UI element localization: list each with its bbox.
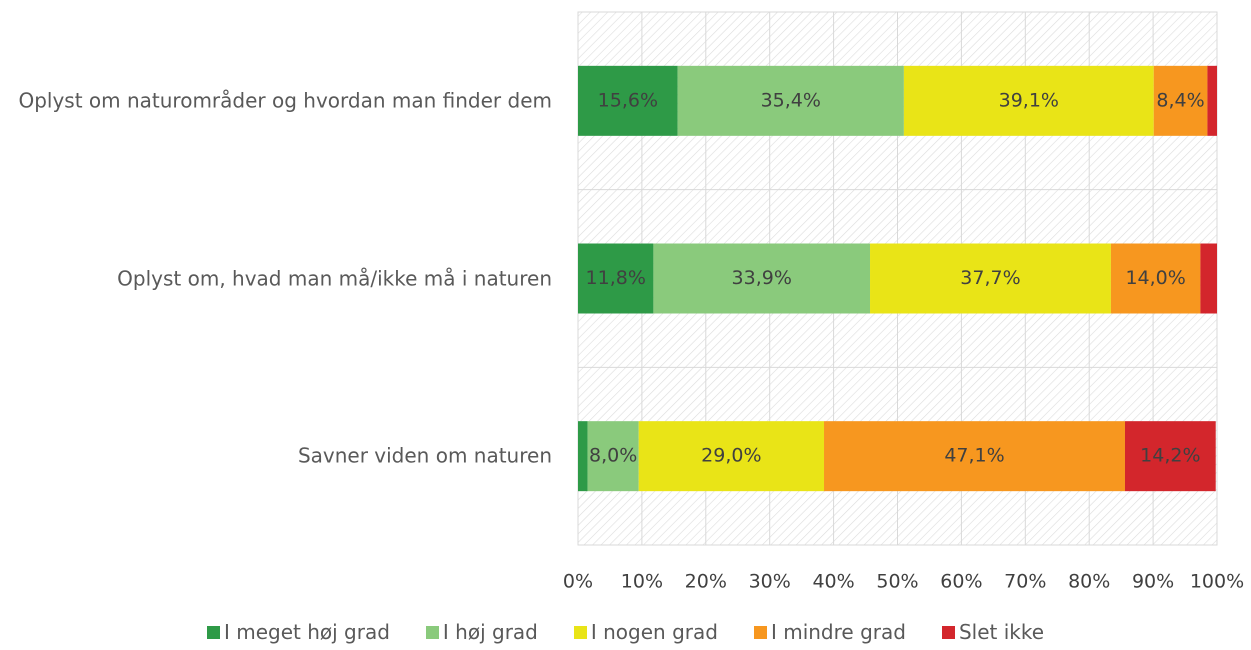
bar-segment bbox=[638, 421, 825, 492]
bar-segment bbox=[1207, 65, 1217, 136]
legend-label: I høj grad bbox=[442, 620, 538, 644]
bar-segment bbox=[578, 421, 588, 492]
legend-swatch bbox=[425, 625, 439, 639]
bar-segment bbox=[1124, 421, 1216, 492]
category-label: Oplyst om, hvad man må/ikke må i naturen bbox=[117, 266, 552, 290]
x-tick-label: 90% bbox=[1132, 571, 1174, 593]
legend-item: Slet ikke bbox=[941, 620, 1045, 644]
bar-segment bbox=[578, 243, 654, 314]
data-label: 29,0% bbox=[701, 445, 761, 467]
legend: I meget høj grad I høj grad I nogen grad I … bbox=[0, 620, 1251, 644]
bar-segment bbox=[587, 421, 639, 492]
category-label: Savner viden om naturen bbox=[297, 443, 552, 468]
data-label: 14,0% bbox=[1125, 267, 1185, 289]
x-tick-label: 60% bbox=[940, 571, 982, 593]
data-label: 14,2% bbox=[1140, 445, 1200, 467]
bar-segment bbox=[1110, 243, 1201, 314]
legend-label: I mindre grad bbox=[770, 620, 906, 644]
data-label: 39,1% bbox=[999, 89, 1059, 111]
data-label: 35,4% bbox=[761, 89, 821, 111]
data-label: 37,7% bbox=[960, 267, 1020, 289]
x-tick-label: 100% bbox=[1190, 571, 1244, 593]
bar-segment bbox=[653, 243, 871, 314]
x-tick-label: 70% bbox=[1004, 571, 1046, 593]
category-label: Oplyst om naturområder og hvordan man fi… bbox=[18, 88, 552, 113]
legend-item: I høj grad bbox=[425, 620, 538, 644]
bar-segment bbox=[1200, 243, 1217, 314]
legend-swatch bbox=[573, 625, 587, 639]
bar-segment bbox=[824, 421, 1125, 492]
legend-item: I meget høj grad bbox=[206, 620, 390, 644]
x-tick-label: 30% bbox=[749, 571, 791, 593]
x-tick-label: 80% bbox=[1068, 571, 1110, 593]
x-tick-label: 10% bbox=[621, 571, 663, 593]
data-label: 15,6% bbox=[598, 89, 658, 111]
x-tick-label: 40% bbox=[812, 571, 854, 593]
legend-item: I mindre grad bbox=[753, 620, 906, 644]
legend-swatch bbox=[206, 625, 220, 639]
legend-swatch bbox=[753, 625, 767, 639]
data-label: 8,4% bbox=[1156, 89, 1204, 111]
legend-item: I nogen grad bbox=[573, 620, 718, 644]
data-label: 8,0% bbox=[589, 445, 637, 467]
bar-segment bbox=[870, 243, 1111, 314]
bar-segment bbox=[903, 65, 1154, 136]
legend-swatch bbox=[941, 625, 955, 639]
legend-label: I meget høj grad bbox=[223, 620, 390, 644]
bar-segment bbox=[578, 65, 678, 136]
bar-segment bbox=[677, 65, 904, 136]
legend-label: I nogen grad bbox=[590, 620, 718, 644]
x-tick-label: 50% bbox=[876, 571, 918, 593]
data-label: 47,1% bbox=[944, 445, 1004, 467]
data-label: 33,9% bbox=[732, 267, 792, 289]
legend-label: Slet ikke bbox=[958, 620, 1045, 644]
data-label: 11,8% bbox=[586, 267, 646, 289]
x-tick-label: 20% bbox=[685, 571, 727, 593]
bar-segment bbox=[1153, 65, 1208, 136]
x-tick-label: 0% bbox=[563, 571, 593, 593]
